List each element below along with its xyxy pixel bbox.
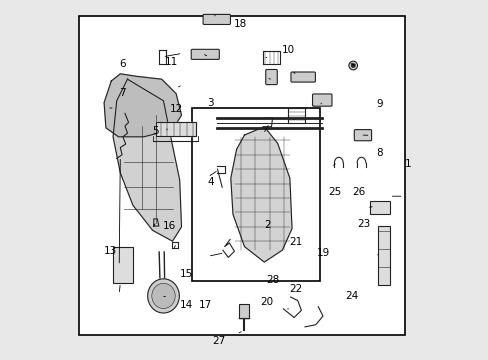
Text: 2: 2 — [264, 220, 271, 230]
Text: 26: 26 — [352, 186, 365, 197]
Text: 24: 24 — [345, 291, 358, 301]
Text: 7: 7 — [119, 88, 125, 98]
Polygon shape — [156, 122, 196, 136]
Text: 23: 23 — [357, 219, 370, 229]
Text: 28: 28 — [265, 275, 279, 285]
FancyBboxPatch shape — [312, 94, 331, 106]
Text: 5: 5 — [152, 126, 158, 136]
Polygon shape — [104, 74, 181, 137]
Text: 9: 9 — [375, 99, 382, 109]
Text: 22: 22 — [288, 284, 302, 294]
Polygon shape — [113, 79, 181, 241]
Text: 19: 19 — [316, 248, 329, 258]
Text: 8: 8 — [375, 148, 382, 158]
FancyBboxPatch shape — [265, 69, 277, 85]
Bar — [238, 304, 248, 318]
Text: 17: 17 — [199, 300, 212, 310]
Circle shape — [350, 63, 355, 68]
Text: 25: 25 — [328, 186, 341, 197]
Ellipse shape — [147, 279, 179, 313]
Text: 27: 27 — [211, 336, 225, 346]
Text: 20: 20 — [260, 297, 273, 307]
Text: 6: 6 — [119, 59, 125, 69]
Text: 16: 16 — [163, 221, 176, 231]
Text: 21: 21 — [288, 237, 302, 247]
Ellipse shape — [151, 283, 175, 309]
Circle shape — [348, 61, 357, 70]
FancyBboxPatch shape — [203, 14, 230, 24]
Text: 14: 14 — [179, 300, 192, 310]
Text: 11: 11 — [165, 57, 178, 67]
Bar — [79, 16, 404, 335]
FancyBboxPatch shape — [290, 72, 315, 82]
Text: 4: 4 — [206, 177, 213, 187]
FancyBboxPatch shape — [191, 49, 219, 59]
Text: 3: 3 — [206, 98, 213, 108]
Text: 15: 15 — [179, 269, 192, 279]
Text: 1: 1 — [404, 159, 411, 169]
Text: 18: 18 — [233, 19, 246, 30]
FancyBboxPatch shape — [354, 130, 371, 141]
Text: 13: 13 — [104, 246, 117, 256]
Bar — [369, 201, 389, 214]
Bar — [192, 108, 320, 281]
Bar — [113, 247, 133, 283]
Bar — [378, 226, 389, 285]
Text: 12: 12 — [170, 104, 183, 114]
Polygon shape — [230, 127, 291, 262]
Text: 10: 10 — [281, 45, 294, 55]
